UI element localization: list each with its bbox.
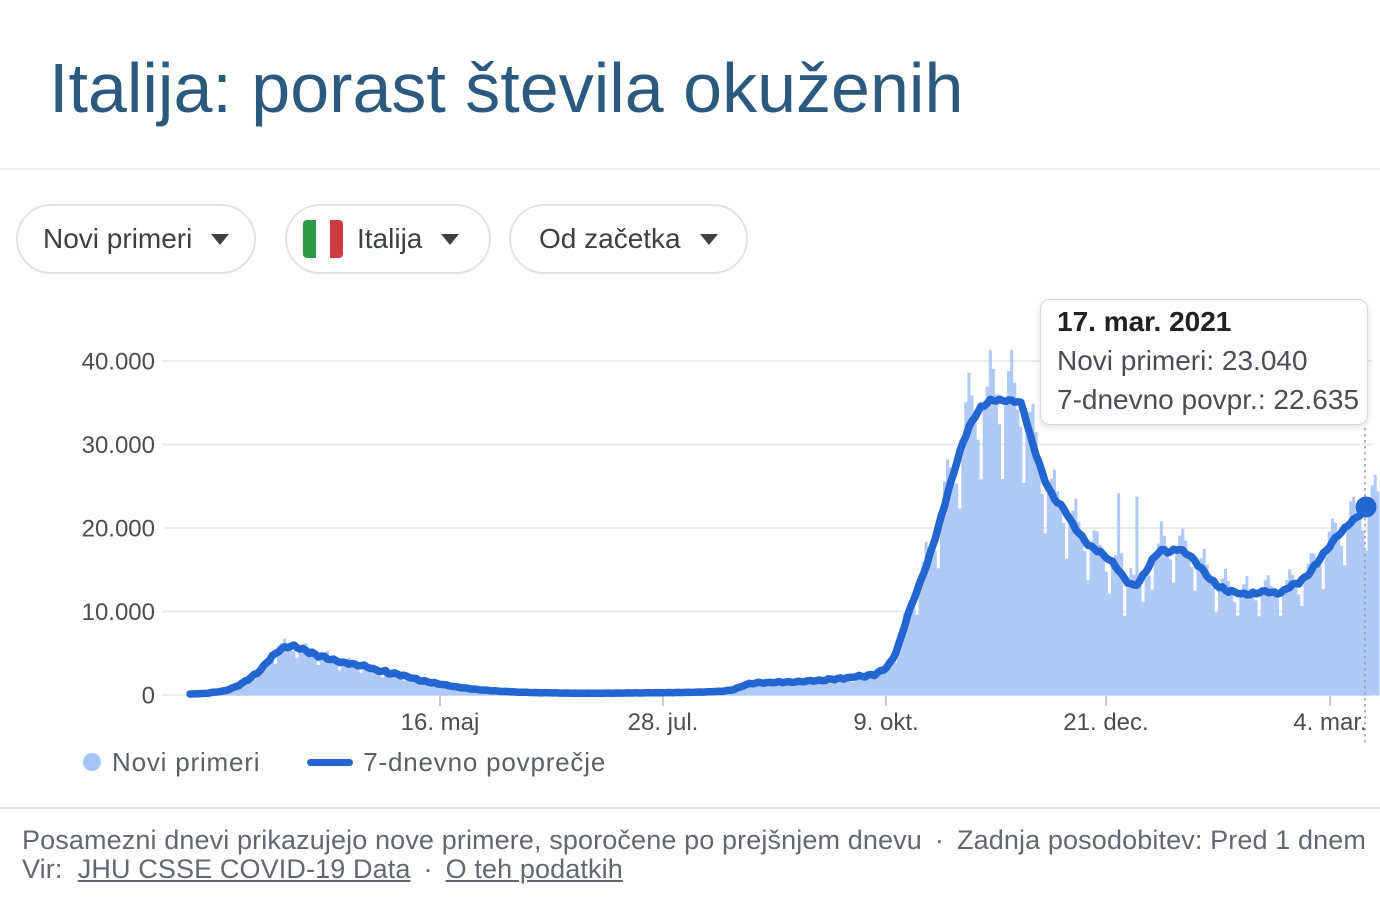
svg-text:9. okt.: 9. okt. [853,709,918,736]
svg-text:28. jul.: 28. jul. [628,709,699,736]
svg-text:10.000: 10.000 [82,599,155,626]
svg-text:16. maj: 16. maj [401,709,480,736]
svg-text:0: 0 [142,683,155,710]
svg-text:40.000: 40.000 [82,349,155,376]
svg-text:30.000: 30.000 [82,432,155,459]
svg-text:20.000: 20.000 [82,516,155,543]
svg-text:21. dec.: 21. dec. [1063,709,1148,736]
svg-text:4. mar.: 4. mar. [1293,709,1366,736]
